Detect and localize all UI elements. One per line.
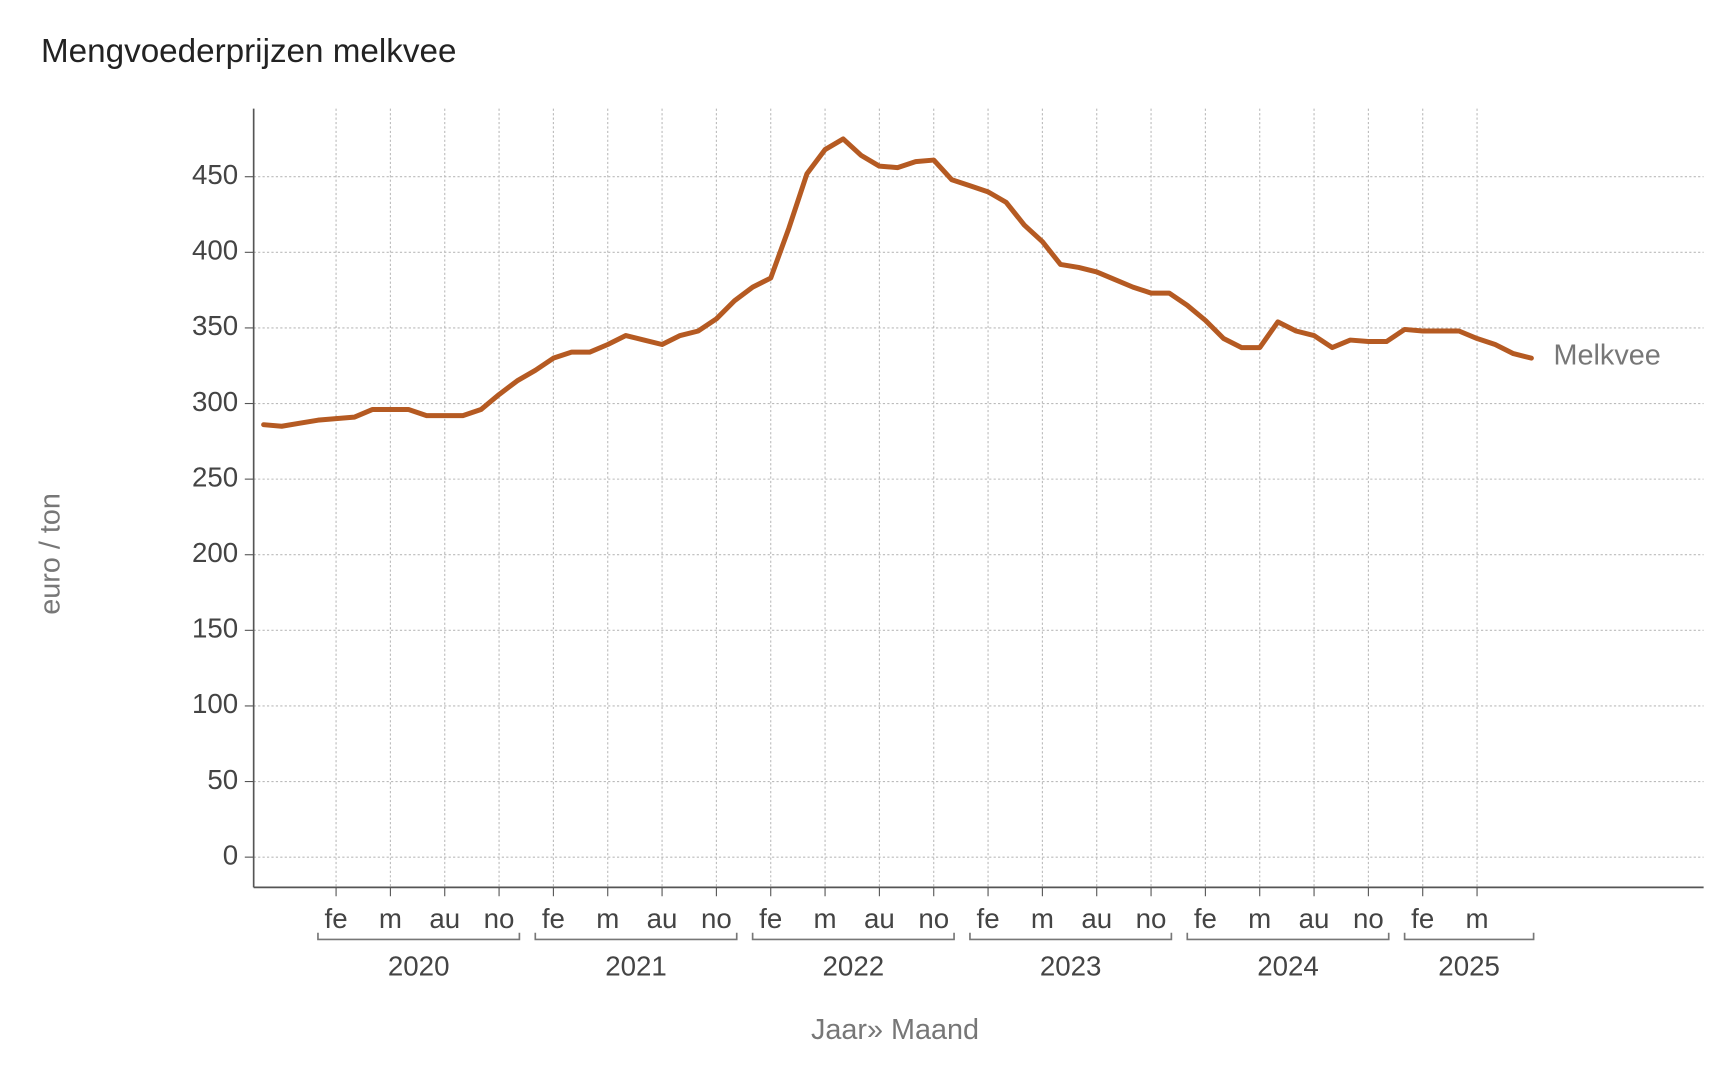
year-label: 2024 [1257,951,1319,982]
year-label: 2020 [388,951,450,982]
x-tick-label: m [1466,903,1489,934]
x-tick-label: no [918,903,949,934]
year-bracket [969,932,1173,941]
y-tick-label: 300 [192,386,238,417]
x-tick-label: no [484,903,515,934]
line [261,136,1534,429]
x-tick-label: m [379,903,402,934]
year-label: 2021 [605,951,667,982]
x-tick-label: no [1353,903,1384,934]
y-tick-label: 150 [192,613,238,644]
series-label: Melkvee [1554,340,1661,372]
y-axis-title: euro / ton [35,493,67,615]
chart-title: Mengvoederprijzen melkvee [41,33,456,70]
x-tick-label: au [864,903,895,934]
x-tick-label: au [1081,903,1112,934]
x-axis-title: Jaar» Maand [811,1014,979,1046]
x-tick-label: no [701,903,732,934]
x-tick-label: fe [977,903,1000,934]
x-tick-label: fe [325,903,348,934]
y-tick-label: 450 [192,159,238,190]
x-tick-label: au [647,903,678,934]
x-tick-label: fe [542,903,565,934]
x-tick-label: m [814,903,837,934]
y-tick-label: 200 [192,537,238,568]
year-label: 2022 [823,951,885,982]
x-tick-label: fe [1194,903,1217,934]
x-tick-label: no [1136,903,1167,934]
x-tick-label: au [1299,903,1330,934]
y-tick-label: 50 [207,764,238,795]
year-label: 2025 [1438,951,1500,982]
year-label: 2023 [1040,951,1102,982]
x-tick-label: fe [759,903,782,934]
year-bracket [1186,932,1390,941]
x-tick-label: au [429,903,460,934]
y-tick-label: 400 [192,235,238,266]
x-tick-label: fe [1411,903,1434,934]
x-tick-label: m [596,903,619,934]
year-bracket [751,932,955,941]
y-tick-label: 0 [223,839,238,870]
year-bracket [317,932,521,941]
year-bracket [534,932,738,941]
y-tick-label: 350 [192,310,238,341]
year-bracket [1403,932,1535,941]
y-tick-label: 100 [192,688,238,719]
x-tick-label: m [1031,903,1054,934]
x-tick-label: m [1248,903,1271,934]
y-tick-label: 250 [192,461,238,492]
